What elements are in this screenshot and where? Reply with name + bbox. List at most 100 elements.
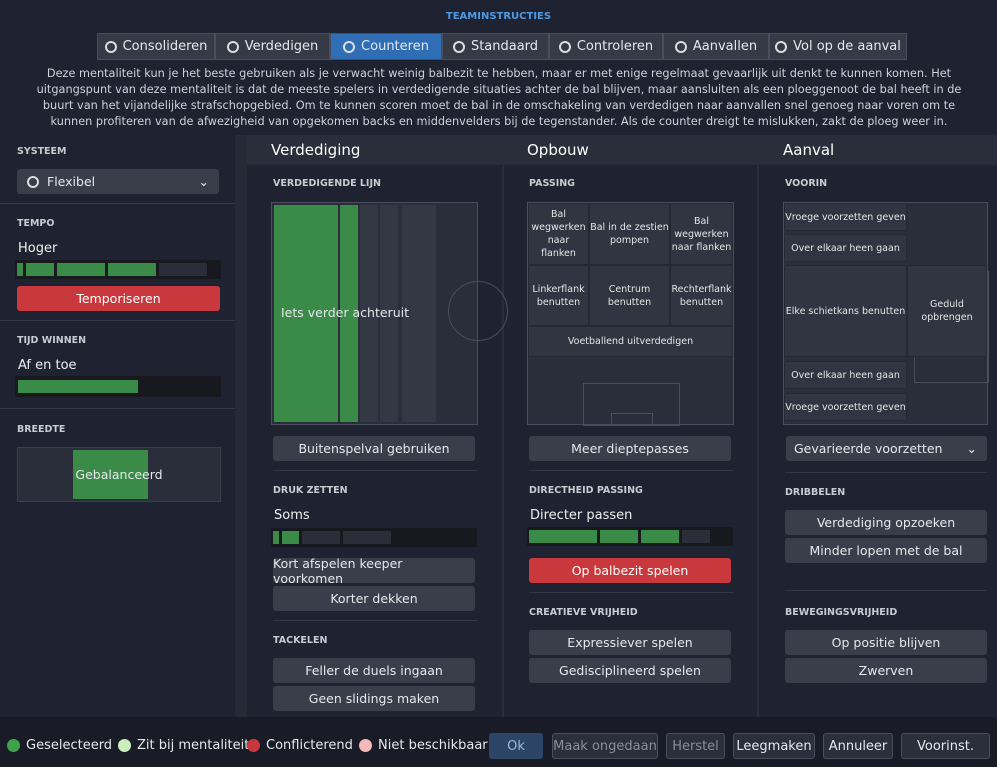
circle: [448, 281, 508, 341]
segment: [108, 263, 156, 276]
tab-label: Standaard: [470, 39, 539, 54]
label: VERDEDIGENDE LIJN: [273, 178, 381, 189]
tab[interactable]: Verdedigen: [215, 33, 330, 60]
tab[interactable]: Consolideren: [97, 33, 215, 60]
tab-label: Counteren: [361, 39, 429, 54]
dropdown[interactable]: Gevarieerde voorzetten ⌄: [786, 436, 987, 461]
label: DRUK ZETTEN: [273, 485, 348, 496]
divider: [273, 470, 477, 471]
label: Annuleer: [828, 738, 888, 754]
tab[interactable]: Vol op de aanval: [769, 33, 907, 60]
button[interactable]: Meer dieptepasses: [529, 436, 731, 461]
segment: [302, 531, 340, 544]
tab[interactable]: Aanvallen: [663, 33, 769, 60]
footer-button[interactable]: Herstel: [666, 733, 725, 759]
zone[interactable]: Bal wegwerken naar flanken: [670, 203, 733, 265]
label: Conflicterend: [266, 738, 353, 753]
button[interactable]: Expressiever spelen: [529, 630, 731, 655]
legend-dot: [118, 739, 131, 752]
legend-dot: [359, 739, 372, 752]
zone[interactable]: Over elkaar heen gaan: [784, 234, 907, 262]
zone[interactable]: Elke schietkans benutten: [784, 265, 907, 357]
legend-label: Zit bij mentaliteit: [137, 738, 249, 753]
column-header: [504, 135, 757, 165]
label: BREEDTE: [17, 424, 66, 435]
icon: [226, 40, 239, 53]
zone[interactable]: Vroege voorzetten geven: [784, 393, 907, 421]
description: Deze mentaliteit kun je het beste gebrui…: [36, 67, 962, 128]
button[interactable]: Verdediging opzoeken: [785, 510, 987, 535]
label: TACKELEN: [273, 635, 328, 646]
zone: [274, 205, 338, 422]
zone[interactable]: Geduld opbrengen: [907, 265, 987, 357]
label: Voorinst.: [917, 738, 974, 754]
segment: [600, 530, 638, 543]
tab-label: Verdedigen: [244, 39, 319, 54]
button[interactable]: Zwerven: [785, 658, 987, 683]
button[interactable]: Minder lopen met de bal: [785, 538, 987, 563]
divider: [0, 408, 235, 409]
label: TEMPO: [17, 218, 55, 229]
footer-button[interactable]: Maak ongedaan: [552, 733, 658, 759]
segment: [159, 263, 207, 276]
zone[interactable]: Bal in de zestien pompen: [589, 203, 670, 265]
label: Zit bij mentaliteit: [137, 738, 250, 753]
divider: [529, 470, 733, 471]
label: CREATIEVE VRIJHEID: [529, 607, 638, 618]
gutter: [235, 135, 247, 717]
zone[interactable]: Voetballend uitverdedigen: [528, 326, 733, 357]
dropdown[interactable]: Flexibel ⌄: [17, 169, 219, 194]
button[interactable]: Op positie blijven: [785, 630, 987, 655]
width-zone: [73, 450, 148, 499]
zone[interactable]: Rechterflank benutten: [670, 265, 733, 326]
footer-button[interactable]: Leegmaken: [733, 733, 815, 759]
value: Gebalanceerd: [75, 467, 163, 482]
legend-dot: [7, 739, 20, 752]
button[interactable]: Op balbezit spelen: [529, 558, 731, 583]
label: Herstel: [672, 738, 719, 754]
button[interactable]: Geen slidings maken: [273, 686, 475, 711]
button[interactable]: Temporiseren: [17, 286, 220, 311]
segment: [17, 263, 23, 276]
legend-label: Geselecteerd: [26, 738, 112, 753]
label: DIRECTHEID PASSING: [529, 485, 643, 496]
tab[interactable]: Counteren: [330, 33, 442, 60]
zone[interactable]: Vroege voorzetten geven: [784, 203, 907, 231]
chevron: ⌄: [966, 441, 977, 456]
segment: [282, 531, 299, 544]
button[interactable]: Feller de duels ingaan: [273, 658, 475, 683]
footer-button[interactable]: Voorinst.: [901, 733, 990, 759]
value: Soms: [274, 508, 310, 523]
footer-button[interactable]: Ok: [489, 733, 543, 759]
footer-button[interactable]: Annuleer: [823, 733, 893, 759]
pitch[interactable]: Iets verder achteruit: [271, 202, 508, 425]
divider: [0, 203, 235, 204]
tab[interactable]: Standaard: [442, 33, 549, 60]
zone[interactable]: Linkerflank benutten: [528, 265, 589, 326]
label: Ok: [507, 738, 525, 754]
slider: [271, 528, 477, 547]
label: Leegmaken: [736, 738, 812, 754]
button[interactable]: Korter dekken: [273, 586, 475, 611]
zone[interactable]: Bal wegwerken naar flanken: [528, 203, 589, 265]
label: TIJD WINNEN: [17, 335, 87, 346]
tab-label: Controleren: [576, 39, 654, 54]
zone[interactable]: Centrum benutten: [589, 265, 670, 326]
tab[interactable]: Controleren: [549, 33, 663, 60]
slider: [15, 260, 221, 279]
label: SYSTEEM: [17, 146, 67, 157]
button[interactable]: Buitenspelval gebruiken: [273, 436, 475, 461]
button[interactable]: Gedisciplineerd spelen: [529, 658, 731, 683]
icon: [775, 40, 788, 53]
value: Directer passen: [530, 508, 633, 523]
button[interactable]: Kort afspelen keeper voorkomen: [273, 556, 475, 586]
zone: [360, 205, 378, 422]
slider: [15, 376, 221, 397]
pitch: Gebalanceerd: [17, 447, 221, 502]
column-header: [247, 135, 502, 165]
label: Maak ongedaan: [553, 738, 657, 754]
icon: [452, 40, 465, 53]
zone[interactable]: Over elkaar heen gaan: [784, 361, 907, 389]
